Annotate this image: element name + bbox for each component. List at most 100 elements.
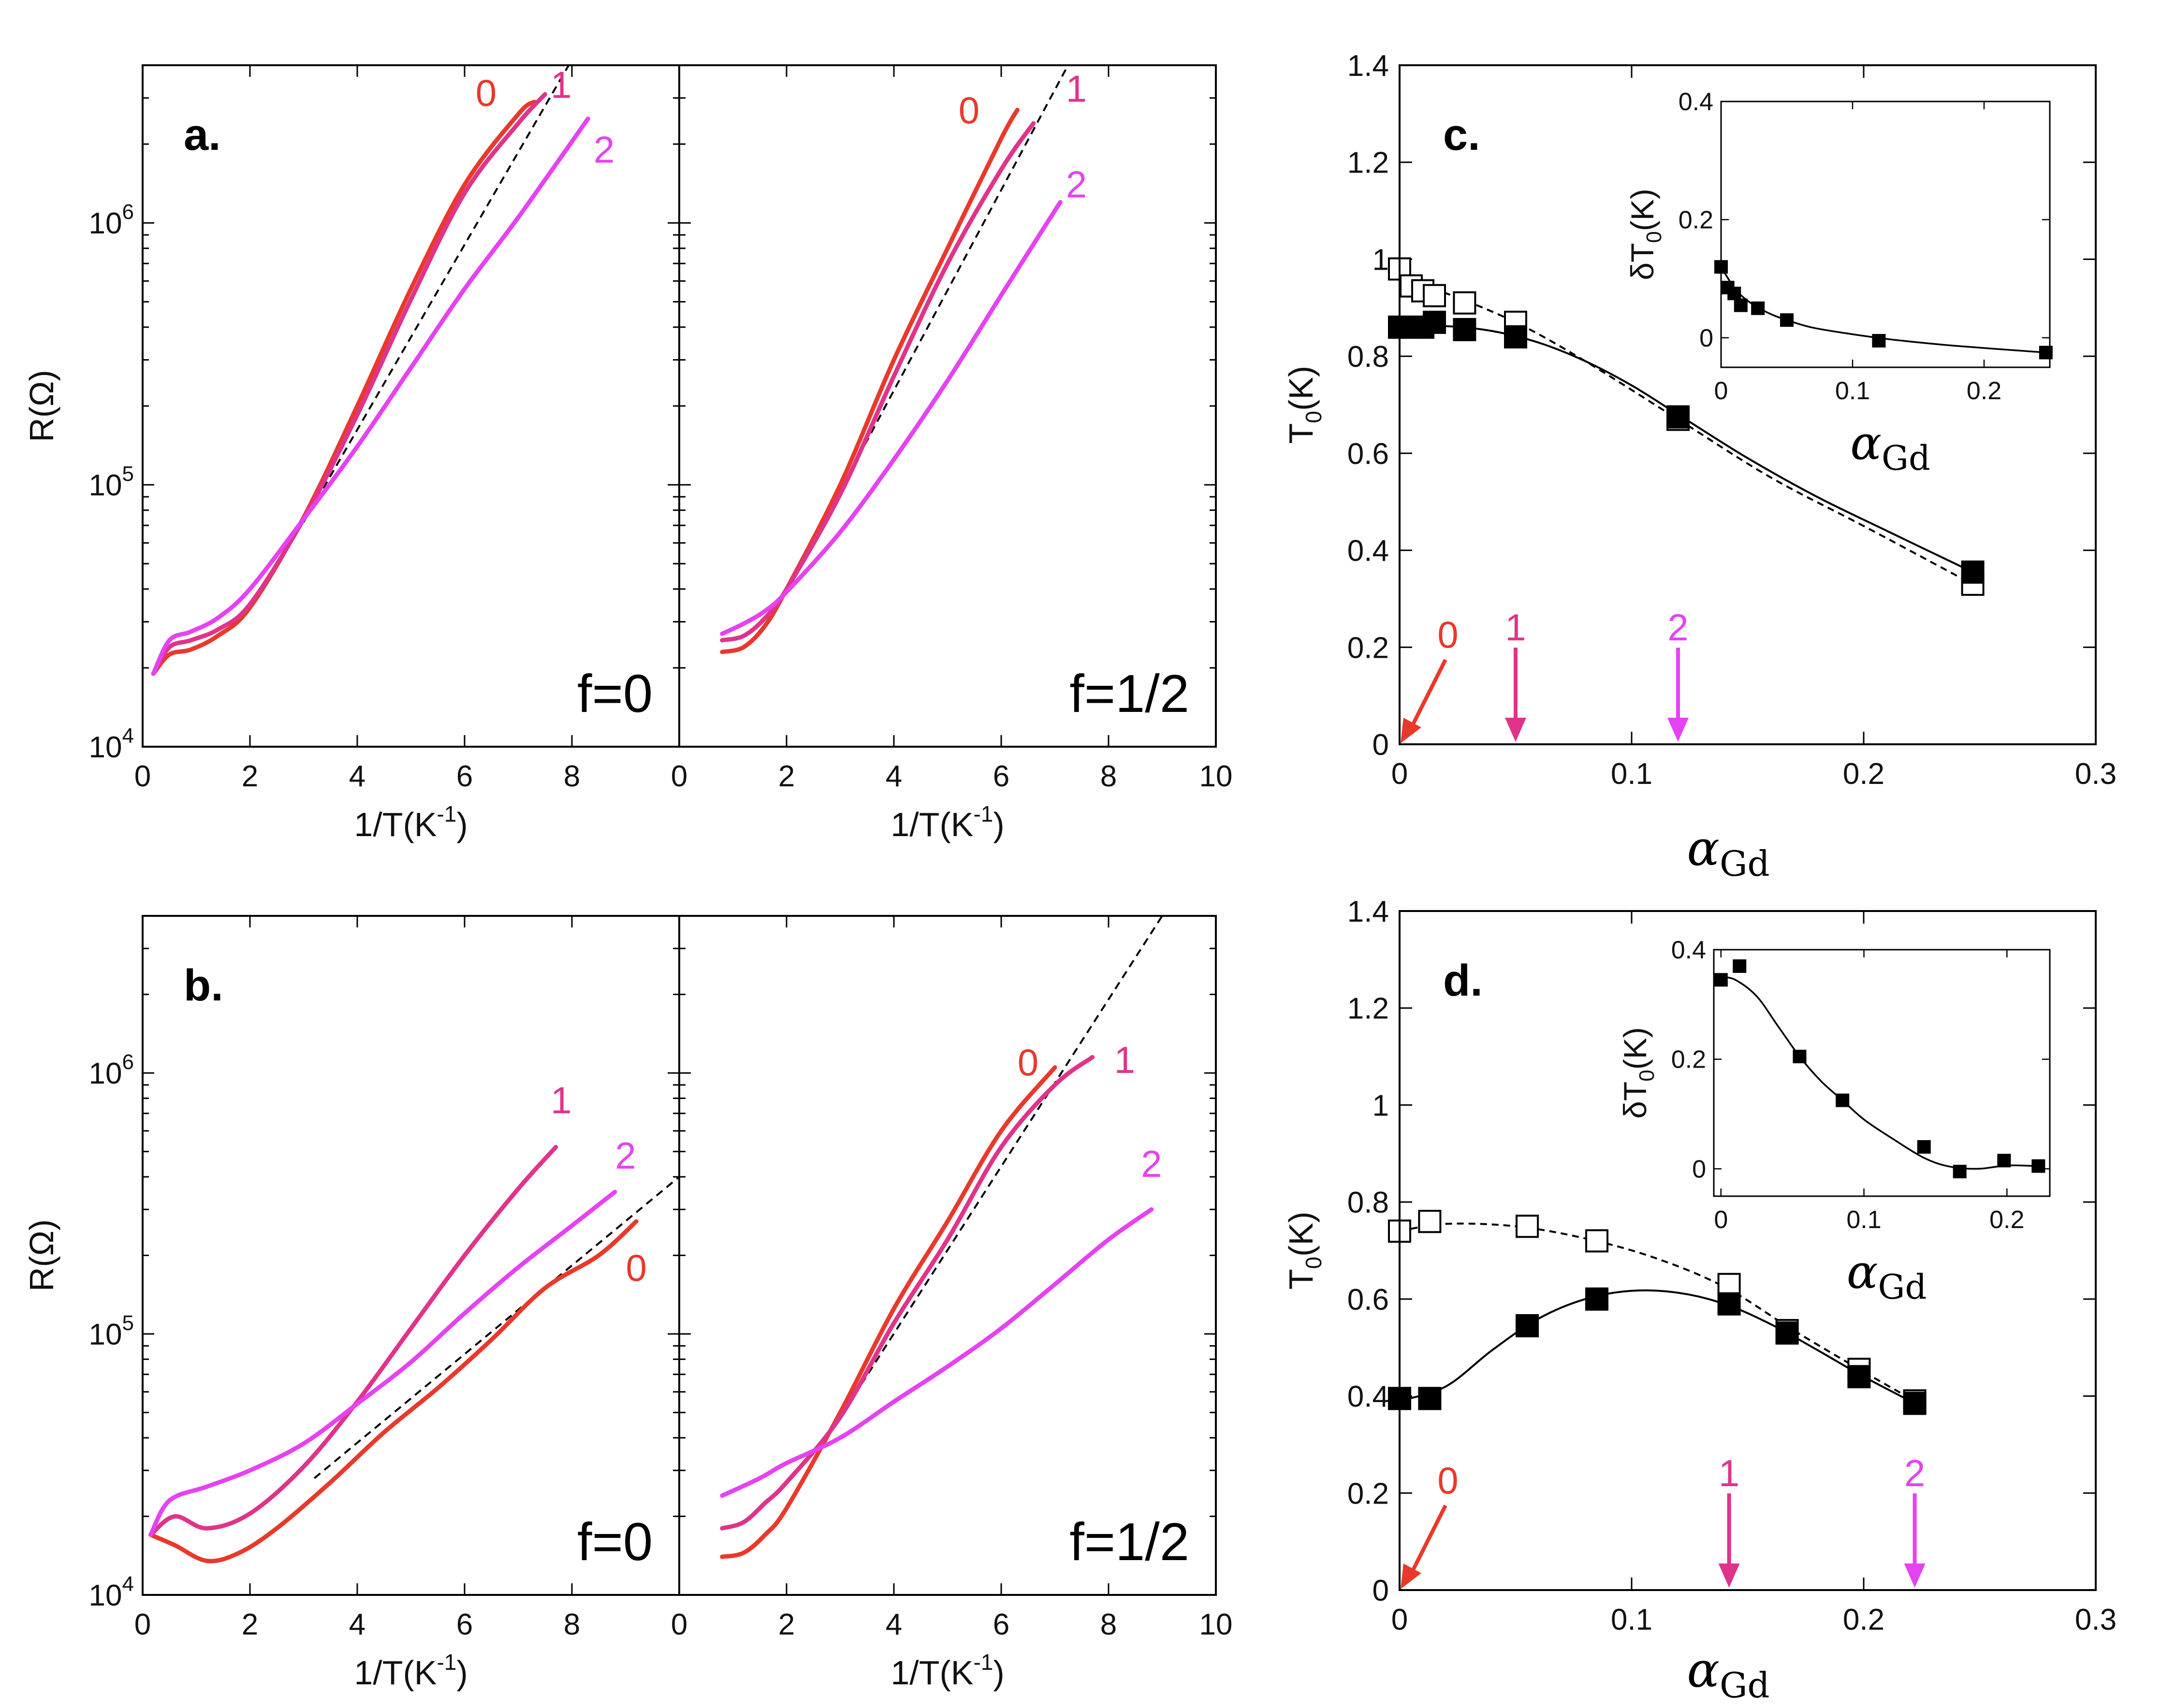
x-label-alpha: α — [1687, 820, 1720, 877]
x-label-close: ) — [456, 806, 467, 843]
f-label: f=0 — [577, 664, 653, 724]
series-line-0 — [720, 108, 1020, 654]
filled-marker — [1961, 560, 1985, 584]
inset-y-label-main: δT — [1617, 1082, 1653, 1119]
filled-marker — [1504, 325, 1527, 348]
inset-y-tick-label: 0 — [1692, 1155, 1706, 1183]
series-label-0: 0 — [959, 89, 979, 131]
x-tick-label: 0 — [671, 1608, 687, 1641]
x-tick-label: 0 — [134, 760, 151, 793]
x-tick-label: 2 — [242, 1608, 258, 1641]
x-label-sup: -1 — [437, 801, 456, 826]
x-tick-label: 4 — [886, 760, 902, 793]
y-tick-exp: 4 — [122, 724, 134, 748]
inset-x-axis-label: αGd — [1847, 1245, 1927, 1307]
series-label-1: 1 — [1066, 68, 1087, 110]
x-label-main: 1/T(K — [891, 1654, 973, 1692]
y-axis-label: R(Ω) — [23, 370, 60, 442]
f-label: f=0 — [577, 1512, 653, 1572]
y-label-close: (K) — [1282, 366, 1320, 411]
filled-fit-curve — [1399, 1289, 1915, 1404]
x-tick-label: 2 — [778, 760, 795, 793]
panel-c: 0 0.1 0.2 0.300.20.40.60.811.21.40 1 2T0(K)αG… — [1282, 49, 2117, 884]
f-label: f=1/2 — [1069, 1512, 1189, 1572]
arrow-head — [1718, 1563, 1740, 1588]
x-tick-label: 8 — [564, 1608, 580, 1641]
inset-x-tick-label: 0.1 — [1846, 1206, 1881, 1234]
y-tick-label: 0.8 — [1347, 1186, 1389, 1219]
x-label-close: ) — [993, 1654, 1004, 1692]
series-label-2: 2 — [594, 128, 614, 171]
x-tick-label: 6 — [993, 760, 1009, 793]
y-tick-exp: 5 — [122, 462, 134, 486]
x-tick-label: 10 — [1199, 760, 1233, 793]
open-fit-curve — [1399, 1222, 1915, 1402]
y-tick-label: 0.4 — [1347, 535, 1389, 568]
y-tick-label: 1.2 — [1347, 146, 1389, 180]
arrow-head — [1401, 718, 1421, 743]
x-tick-label: 4 — [886, 1608, 902, 1641]
inset-bg — [1714, 950, 2050, 1196]
filled-marker — [1585, 1287, 1608, 1311]
inset-marker — [1836, 1093, 1850, 1107]
x-axis-label: 1/T(K-1) — [891, 1650, 1004, 1692]
y-tick-base: 10 — [89, 469, 122, 502]
x-tick-label: 8 — [1100, 760, 1117, 793]
arrow-label: 0 — [1437, 613, 1458, 656]
x-tick-label: 4 — [349, 760, 365, 793]
inset-y-tick-label: 0.2 — [1679, 206, 1713, 234]
x-label-main: 1/T(K — [354, 806, 437, 843]
inset-marker — [1714, 973, 1728, 987]
x-label-close: ) — [993, 806, 1004, 843]
x-tick-label: 0.3 — [2075, 1603, 2117, 1636]
y-axis-label: R(Ω) — [23, 1219, 60, 1292]
y-tick-base: 10 — [89, 731, 122, 764]
inset-marker — [1997, 1154, 2011, 1168]
y-tick-exp: 6 — [122, 200, 134, 224]
x-label-sup: -1 — [973, 1650, 993, 1675]
y-tick-label: 105 — [89, 462, 134, 502]
filled-marker — [1666, 405, 1690, 429]
series-label-0: 0 — [626, 1246, 647, 1289]
x-label-main: 1/T(K — [891, 806, 973, 843]
y-label-close: (K) — [1282, 1212, 1320, 1257]
series-line-2 — [720, 1207, 1154, 1498]
x-tick-label: 6 — [993, 1608, 1009, 1641]
x-axis-label: 1/T(K-1) — [354, 801, 467, 843]
inset-marker — [1727, 287, 1741, 301]
y-tick-label: 0.6 — [1347, 437, 1389, 471]
x-axis-label: αGd — [1687, 820, 1769, 884]
x-tick-label: 8 — [1100, 1608, 1117, 1641]
inset-y-axis-label: δT0(K) — [1617, 1027, 1659, 1119]
x-label-sub: Gd — [1720, 843, 1770, 884]
series-line-1 — [720, 1055, 1095, 1531]
inset-marker — [1751, 301, 1765, 315]
series-label-2: 2 — [1066, 163, 1087, 206]
y-tick-label: 1 — [1373, 243, 1389, 276]
inset-y-tick-label: 0.4 — [1679, 88, 1713, 116]
series-line-1 — [720, 121, 1036, 643]
filled-marker — [1717, 1292, 1741, 1316]
subplot-fhalf: 0 2 4 6 8 10 0 1 2 f=1/2 — [671, 915, 1233, 1641]
y-tick-label: 106 — [89, 1050, 134, 1090]
series-line-1 — [148, 1144, 558, 1537]
filled-marker — [1423, 310, 1446, 334]
y-label-main: T — [1282, 1269, 1320, 1290]
filled-marker — [1903, 1391, 1927, 1415]
inset-curve — [1721, 976, 2039, 1170]
inset-y-tick-label: 0 — [1699, 324, 1713, 352]
x-label-alpha: α — [1687, 1642, 1720, 1698]
x-axis-label: αGd — [1687, 1642, 1769, 1706]
x-tick-label: 2 — [242, 760, 258, 793]
filled-marker — [1516, 1314, 1539, 1338]
x-axis-label: 1/T(K-1) — [354, 1650, 467, 1692]
inset-y-label-sub: 0 — [1635, 1070, 1659, 1081]
y-tick-label: 1.2 — [1347, 992, 1389, 1026]
fit-line — [313, 1176, 679, 1479]
inset-y-tick-label: 0.2 — [1671, 1046, 1706, 1074]
open-marker — [1516, 1215, 1539, 1238]
inset-x-label-sub: Gd — [1882, 438, 1930, 478]
y-tick-label: 1 — [1373, 1089, 1389, 1122]
x-tick-label: 10 — [1199, 1608, 1233, 1641]
